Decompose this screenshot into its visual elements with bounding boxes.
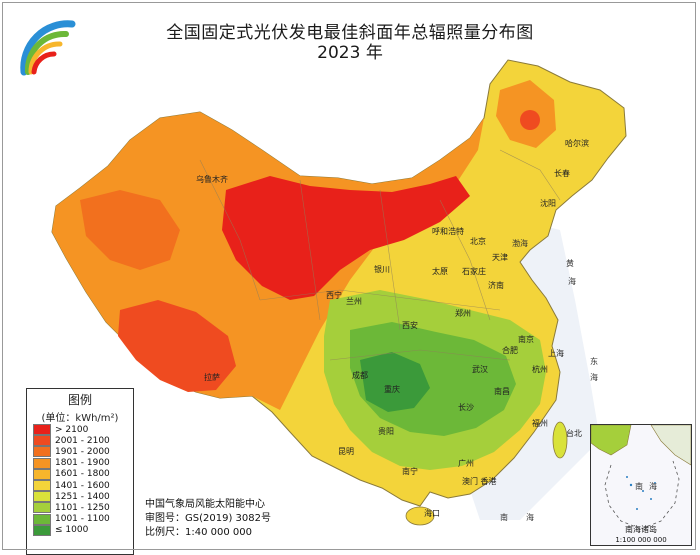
legend-swatch <box>33 435 51 447</box>
zone-over-2100-tibet <box>118 300 236 392</box>
city-label-changsha: 长沙 <box>458 403 474 412</box>
legend-item-label: 1401 - 1600 <box>55 480 110 491</box>
legend-item: > 2100 <box>33 424 133 436</box>
inset-sea-label-2: 海 <box>649 482 657 491</box>
legend-item-label: 1901 - 2000 <box>55 446 110 457</box>
credit-scale: 比例尺：1:40 000 000 <box>145 527 252 538</box>
city-label-lanzhou: 兰州 <box>346 297 362 306</box>
city-label-macau-hk: 澳门 香港 <box>462 477 497 486</box>
legend-swatch <box>33 424 51 436</box>
inset-sea-label-1: 南 <box>635 482 643 491</box>
city-label-nanchang: 南昌 <box>494 387 510 396</box>
city-label-chengdu: 成都 <box>352 371 368 380</box>
legend-item-label: 1251 - 1400 <box>55 491 110 502</box>
city-label-xian: 西安 <box>402 321 418 330</box>
sea-label-east-2: 海 <box>590 373 598 382</box>
legend-unit: (单位：kWh/m²) <box>41 413 119 424</box>
legend-swatch <box>33 457 51 469</box>
city-label-hefei: 合肥 <box>502 346 518 355</box>
zone-under-1000 <box>360 352 430 412</box>
legend-item: ≤ 1000 <box>33 524 133 536</box>
legend-item: 2001 - 2100 <box>33 435 133 447</box>
taiwan-island <box>552 421 568 459</box>
city-label-xining: 西宁 <box>326 291 342 300</box>
city-label-zhengzhou: 郑州 <box>455 309 471 318</box>
map-credits: 中国气象局风能太阳能中心 审图号：GS(2019) 3082号 比例尺：1:40… <box>145 498 271 540</box>
city-label-chongqing: 重庆 <box>384 385 400 394</box>
credit-approval: 审图号：GS(2019) 3082号 <box>145 513 271 524</box>
sea-label-south-2: 海 <box>526 513 534 522</box>
city-label-harbin: 哈尔滨 <box>565 139 589 148</box>
legend-swatch <box>33 468 51 480</box>
city-label-jinan: 济南 <box>488 281 504 290</box>
zone-over-2100-north <box>222 176 470 300</box>
legend-item-label: > 2100 <box>55 424 89 435</box>
legend-title: 图例 <box>67 393 92 407</box>
city-label-urumqi: 乌鲁木齐 <box>196 175 228 184</box>
sea-label-yellow-2: 海 <box>568 277 576 286</box>
zone-2001-2100-west <box>80 190 180 270</box>
city-label-tianjin: 天津 <box>492 253 508 262</box>
legend-item: 1101 - 1250 <box>33 502 133 514</box>
legend-item-label: ≤ 1000 <box>55 525 89 536</box>
city-label-lhasa: 拉萨 <box>204 373 220 382</box>
legend-item: 1401 - 1600 <box>33 480 133 492</box>
legend-item-label: 2001 - 2100 <box>55 435 110 446</box>
legend-item-label: 1601 - 1800 <box>55 469 110 480</box>
legend-item: 1251 - 1400 <box>33 491 133 503</box>
sea-label-bohai: 渤海 <box>512 239 528 248</box>
city-label-hohhot: 呼和浩特 <box>432 227 464 236</box>
city-label-taiyuan: 太原 <box>432 267 448 276</box>
legend-item-label: 1001 - 1100 <box>55 514 110 525</box>
legend-item: 1801 - 1900 <box>33 457 133 469</box>
city-label-fuzhou: 福州 <box>532 419 548 428</box>
city-label-kunming: 昆明 <box>338 447 354 456</box>
legend-item: 1901 - 2000 <box>33 446 133 458</box>
city-label-nanjing: 南京 <box>518 335 534 344</box>
city-label-beijing: 北京 <box>470 237 486 246</box>
city-label-yinchuan: 银川 <box>374 265 390 274</box>
legend-swatch <box>33 513 51 525</box>
sea-label-yellow-1: 黄 <box>566 259 574 268</box>
legend-item: 1601 - 1800 <box>33 468 133 480</box>
south-sea-inset: 南 海 南海诸岛 1:100 000 000 <box>590 424 692 546</box>
inset-map <box>590 424 692 530</box>
legend-swatch <box>33 480 51 492</box>
city-label-guangzhou: 广州 <box>458 459 474 468</box>
legend-item-label: 1801 - 1900 <box>55 458 110 469</box>
city-label-taibei: 台北 <box>566 429 582 438</box>
sea-area <box>470 220 600 520</box>
legend-swatch <box>33 491 51 503</box>
credit-org: 中国气象局风能太阳能中心 <box>145 499 265 510</box>
legend-swatch <box>33 446 51 458</box>
hainan-island <box>405 506 435 526</box>
legend-swatch <box>33 502 51 514</box>
logo-icon <box>20 20 76 76</box>
city-label-haikou: 海口 <box>424 509 440 518</box>
inset-scale: 1:100 000 000 <box>615 536 667 544</box>
city-label-hangzhou: 杭州 <box>532 365 548 374</box>
city-label-nanning: 南宁 <box>402 467 418 476</box>
city-label-shenyang: 沈阳 <box>540 199 556 208</box>
inset-title: 南海诸岛 <box>625 525 657 534</box>
sea-label-east-1: 东 <box>590 357 598 366</box>
sea-label-south-1: 南 <box>500 513 508 522</box>
city-label-wuhan: 武汉 <box>472 365 488 374</box>
city-label-changchun: 长春 <box>554 169 570 178</box>
city-label-guiyang: 贵阳 <box>378 427 394 436</box>
map-year: 2023 年 <box>317 43 383 63</box>
city-label-shanghai: 上海 <box>548 349 564 358</box>
legend-item-label: 1101 - 1250 <box>55 502 110 513</box>
city-label-shijiazhuang: 石家庄 <box>462 267 486 276</box>
legend-swatch <box>33 524 51 536</box>
map-legend: 图例 (单位：kWh/m²) > 2100 2001 - 2100 1901 -… <box>26 388 134 555</box>
legend-item: 1001 - 1100 <box>33 513 133 525</box>
map-title: 全国固定式光伏发电最佳斜面年总辐照量分布图 <box>166 23 534 43</box>
province-borders <box>199 149 561 361</box>
